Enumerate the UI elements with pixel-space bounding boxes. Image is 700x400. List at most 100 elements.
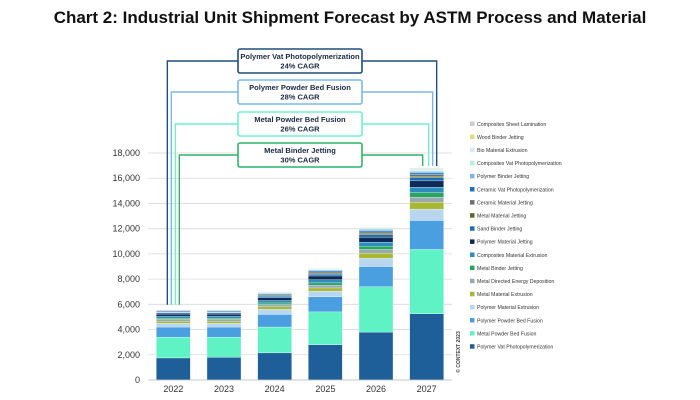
bar-segment bbox=[358, 230, 394, 233]
y-tick-label: 18,000 bbox=[112, 148, 140, 158]
bar-segment bbox=[156, 316, 191, 319]
bar-segment bbox=[358, 229, 394, 231]
bar-segment bbox=[156, 336, 191, 359]
bar-segment bbox=[257, 297, 292, 301]
bar-segment bbox=[156, 313, 191, 317]
bar-segment bbox=[358, 258, 394, 267]
bar-segment bbox=[257, 306, 292, 310]
y-tick-label: 12,000 bbox=[112, 224, 140, 234]
callout-cagr: 28% CAGR bbox=[280, 93, 320, 102]
callout-title: Metal Binder Jetting bbox=[264, 146, 336, 155]
bar-segment bbox=[257, 296, 292, 298]
bar-segment bbox=[308, 290, 343, 297]
x-tick-label: 2023 bbox=[214, 384, 234, 394]
x-tick-label: 2027 bbox=[417, 384, 437, 394]
callout-connector bbox=[174, 123, 238, 305]
legend-swatch bbox=[470, 121, 475, 126]
bar-segment bbox=[257, 302, 292, 305]
bar-segment bbox=[358, 286, 394, 333]
bar-segment bbox=[409, 313, 444, 381]
legend-swatch bbox=[470, 278, 475, 284]
callout-box bbox=[237, 142, 363, 168]
bar-segment bbox=[409, 208, 444, 221]
bar-segment bbox=[257, 300, 292, 304]
callout-cagr: 24% CAGR bbox=[280, 62, 320, 71]
callout-connector bbox=[178, 154, 238, 305]
legend-swatch bbox=[470, 291, 475, 297]
legend: Composites Sheet Lamination Wood Binder J… bbox=[470, 121, 562, 351]
x-tick-label: 2024 bbox=[265, 384, 285, 394]
bar-segment bbox=[206, 321, 242, 324]
bar-segment bbox=[358, 231, 394, 234]
y-tick-label: 0 bbox=[135, 375, 140, 385]
legend-label: Metal Material Jetting bbox=[477, 214, 526, 220]
bar-segment bbox=[409, 172, 444, 175]
bar-segment bbox=[409, 192, 444, 198]
legend-swatch bbox=[470, 187, 475, 192]
bar-segment bbox=[409, 170, 444, 172]
bar-segment bbox=[409, 168, 444, 171]
bar-segment bbox=[206, 313, 242, 317]
bar-segment bbox=[308, 271, 343, 274]
legend-swatch bbox=[470, 239, 475, 244]
bar-segment bbox=[206, 336, 242, 358]
y-tick-label: 6,000 bbox=[117, 299, 140, 309]
legend-swatch bbox=[470, 252, 475, 257]
callout-title: Metal Powder Bed Fusion bbox=[254, 115, 346, 124]
bar-segment bbox=[358, 242, 394, 247]
legend-swatch bbox=[470, 134, 475, 140]
legend-label: Metal Material Extrusion bbox=[477, 292, 533, 298]
bar-segment bbox=[308, 311, 343, 345]
legend-label: Ceramic Material Jetting bbox=[477, 200, 533, 206]
bars bbox=[156, 167, 444, 381]
y-tick-label: 16,000 bbox=[112, 173, 140, 183]
legend-label: Composites Sheet Lamination bbox=[477, 122, 546, 128]
callout-connector bbox=[170, 91, 238, 305]
bar-segment bbox=[308, 273, 343, 277]
bar-segment bbox=[257, 309, 292, 315]
chart-title: Chart 2: Industrial Unit Shipment Foreca… bbox=[53, 8, 647, 27]
legend-swatch bbox=[470, 173, 475, 179]
callout-box bbox=[237, 79, 363, 105]
bar-segment bbox=[358, 253, 394, 259]
legend-label: Polymer Vat Photopolymerization bbox=[477, 345, 553, 351]
legend-label: Composites Material Extrusion bbox=[477, 253, 547, 259]
callout-cagr: 26% CAGR bbox=[280, 125, 320, 134]
y-tick-label: 8,000 bbox=[117, 274, 140, 284]
legend-label: Polymer Powder Bed Fusion bbox=[477, 318, 543, 324]
legend-label: Metal Binder Jetting bbox=[477, 266, 523, 272]
bar-segment bbox=[156, 319, 191, 322]
x-axis: 2022 2023 2024 2025 2026 2027 bbox=[148, 379, 452, 394]
bar-segment bbox=[358, 233, 394, 235]
callout-connector bbox=[166, 60, 238, 305]
y-axis: 0 2,000 4,000 6,000 8,000 10,000 12,000 14,000 1… bbox=[112, 148, 140, 385]
bar-segment bbox=[409, 177, 444, 182]
callout-connector bbox=[362, 91, 434, 167]
bar-segment bbox=[358, 331, 394, 381]
bar-segment bbox=[308, 272, 343, 275]
bar-segment bbox=[409, 249, 444, 314]
callout-title: Polymer Powder Bed Fusion bbox=[249, 83, 351, 92]
callout-connector bbox=[362, 60, 438, 167]
bar-segment bbox=[206, 323, 242, 328]
legend-swatch bbox=[470, 344, 475, 349]
bar-segment bbox=[358, 234, 394, 238]
gridlines bbox=[148, 152, 452, 381]
bar-segment bbox=[409, 176, 444, 178]
y-tick-label: 14,000 bbox=[112, 198, 140, 208]
legend-swatch bbox=[470, 265, 475, 271]
bar-segment bbox=[409, 202, 444, 210]
bar-segment bbox=[409, 167, 444, 169]
bar-segment bbox=[156, 323, 191, 328]
bar-segment bbox=[308, 269, 343, 271]
legend-label: Polymer Binder Jetting bbox=[477, 174, 529, 180]
bar-segment bbox=[206, 319, 242, 322]
bar-segment bbox=[257, 304, 292, 308]
bar-segment bbox=[156, 326, 191, 338]
legend-label: Sand Binder Jetting bbox=[477, 227, 522, 233]
bar-segment bbox=[308, 344, 343, 381]
bar-segment bbox=[206, 326, 242, 338]
x-tick-label: 2022 bbox=[163, 384, 183, 394]
legend-label: Metal Powder Bed Fusion bbox=[477, 331, 537, 337]
legend-label: Ceramic Vat Photopolymerization bbox=[477, 187, 554, 193]
